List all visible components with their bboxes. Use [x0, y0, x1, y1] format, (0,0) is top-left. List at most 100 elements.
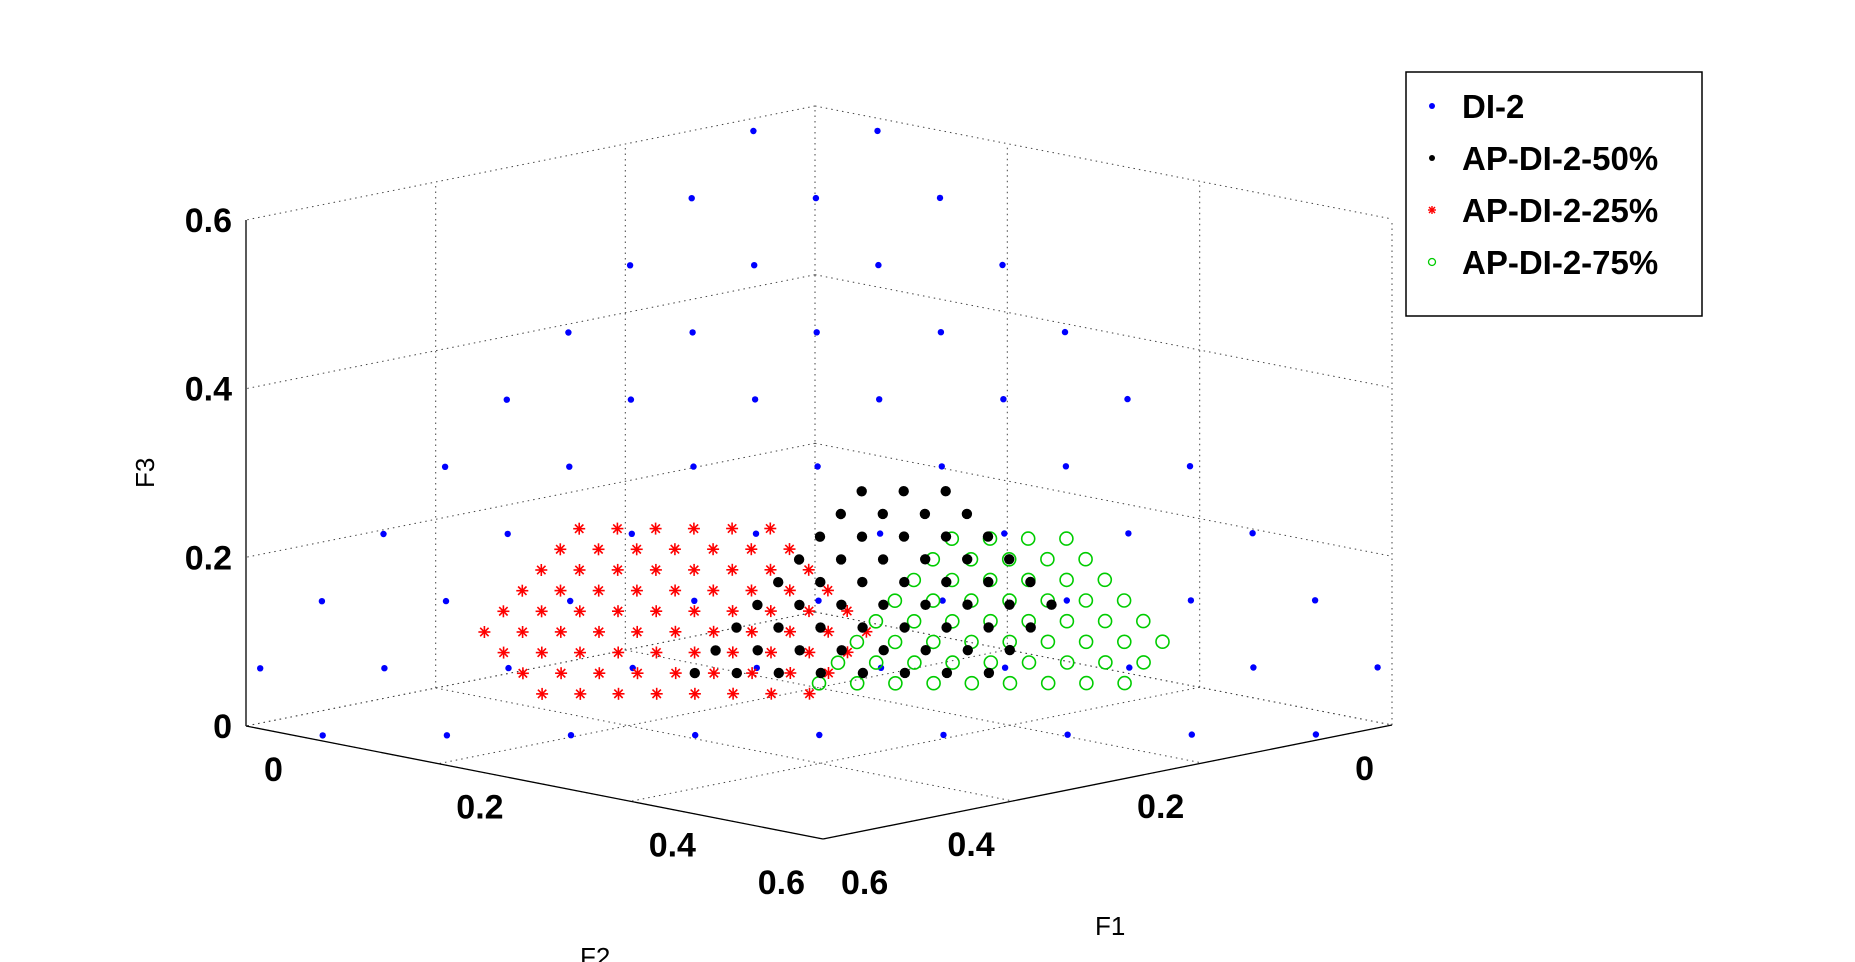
point-ap-di-2-50 [961, 508, 973, 520]
legend-label: AP-DI-2-75% [1462, 244, 1658, 281]
point-ap-di-2-75 [925, 634, 941, 650]
point-di-2 [319, 732, 326, 739]
point-ap-di-2-75 [1078, 593, 1094, 608]
point-ap-di-2-25 [688, 563, 701, 576]
point-ap-di-2-75 [983, 655, 999, 670]
point-ap-di-2-50 [941, 576, 952, 588]
point-di-2 [815, 597, 822, 604]
point-ap-di-2-75 [926, 675, 941, 691]
point-ap-di-2-50 [983, 622, 994, 633]
legend-label: AP-DI-2-25% [1462, 192, 1658, 229]
point-ap-di-2-50 [1004, 644, 1015, 656]
point-ap-di-2-75 [907, 655, 922, 670]
point-ap-di-2-75 [1002, 675, 1018, 691]
point-ap-di-2-25 [536, 687, 549, 700]
point-ap-di-2-25 [631, 625, 644, 638]
x-tick-label: 0.2 [456, 789, 503, 827]
point-di-2 [627, 396, 635, 403]
point-ap-di-2-25 [497, 605, 510, 618]
point-di-2 [1249, 530, 1256, 537]
y-axis-line [822, 724, 1393, 840]
point-ap-di-2-50 [940, 531, 952, 542]
point-ap-di-2-25 [745, 625, 758, 638]
point-di-2 [875, 261, 882, 269]
point-ap-di-2-25 [726, 563, 739, 576]
point-ap-di-2-25 [535, 564, 548, 576]
z-tick-label: 0.4 [185, 371, 232, 409]
point-di-2 [565, 329, 572, 336]
point-ap-di-2-25 [478, 626, 491, 638]
point-ap-di-2-25 [821, 584, 834, 597]
y-tick-label: 0.2 [1137, 788, 1184, 826]
point-ap-di-2-75 [1098, 655, 1113, 670]
point-di-2 [814, 463, 821, 470]
point-di-2 [689, 329, 696, 336]
grid-line [245, 274, 816, 390]
x-axis-line [245, 725, 824, 840]
point-di-2 [750, 127, 757, 135]
point-ap-di-2-25 [554, 584, 567, 597]
point-di-2 [876, 530, 884, 537]
point-ap-di-2-25 [650, 646, 663, 659]
z-axis-label: F3 [130, 458, 160, 488]
point-ap-di-2-75 [1136, 613, 1151, 629]
point-ap-di-2-50 [773, 577, 784, 588]
point-ap-di-2-25 [688, 687, 701, 700]
point-ap-di-2-50 [1004, 599, 1015, 610]
point-di-2 [692, 731, 699, 739]
grid-line [435, 687, 1013, 802]
point-ap-di-2-75 [906, 572, 922, 588]
point-ap-di-2-75 [1078, 551, 1093, 567]
point-ap-di-2-25 [764, 563, 777, 576]
point-di-2 [936, 194, 944, 202]
point-ap-di-2-50 [815, 667, 826, 679]
point-ap-di-2-50 [1004, 554, 1015, 565]
point-ap-di-2-25 [649, 563, 662, 576]
point-ap-di-2-50 [1025, 622, 1036, 633]
point-ap-di-2-50 [814, 531, 826, 542]
point-ap-di-2-25 [803, 605, 815, 618]
point-ap-di-2-25 [669, 667, 682, 680]
point-di-2 [1062, 463, 1070, 470]
point-ap-di-2-75 [1097, 613, 1113, 629]
point-ap-di-2-75 [1116, 593, 1132, 608]
point-ap-di-2-50 [836, 599, 847, 610]
point-di-2 [1312, 731, 1320, 738]
point-ap-di-2-75 [964, 675, 980, 691]
point-di-2 [876, 396, 883, 403]
point-ap-di-2-50 [877, 508, 888, 520]
point-di-2 [1125, 530, 1132, 537]
point-ap-di-2-25 [669, 625, 682, 638]
point-di-2 [1064, 731, 1071, 738]
point-ap-di-2-50 [835, 554, 847, 565]
point-ap-di-2-50 [878, 599, 889, 610]
point-ap-di-2-25 [516, 584, 529, 597]
point-ap-di-2-25 [592, 584, 605, 597]
point-di-2 [442, 597, 450, 605]
point-ap-di-2-25 [745, 584, 758, 597]
point-ap-di-2-50 [920, 554, 931, 565]
point-ap-di-2-25 [688, 646, 701, 659]
point-di-2 [688, 195, 695, 202]
point-di-2 [1001, 664, 1009, 671]
point-ap-di-2-50 [940, 486, 951, 497]
axis-labels: F1 F2 F3 [130, 458, 1125, 962]
point-ap-di-2-75 [888, 675, 903, 691]
point-ap-di-2-25 [573, 522, 586, 535]
point-ap-di-2-50 [899, 622, 910, 633]
point-ap-di-2-75 [1097, 572, 1113, 588]
point-di-2 [628, 530, 635, 537]
legend-label: DI-2 [1462, 88, 1524, 125]
point-ap-di-2-25 [803, 687, 816, 700]
point-ap-di-2-50 [857, 667, 869, 679]
point-ap-di-2-25 [707, 625, 720, 638]
point-ap-di-2-25 [765, 687, 778, 700]
point-ap-di-2-50 [793, 554, 805, 565]
point-ap-di-2-50 [982, 531, 994, 542]
point-di-2 [1001, 530, 1008, 537]
point-di-2 [751, 262, 758, 269]
y-tick-label: 0.4 [947, 826, 994, 864]
point-ap-di-2-75 [1020, 531, 1036, 546]
x-tick-label: 0.4 [649, 826, 696, 864]
